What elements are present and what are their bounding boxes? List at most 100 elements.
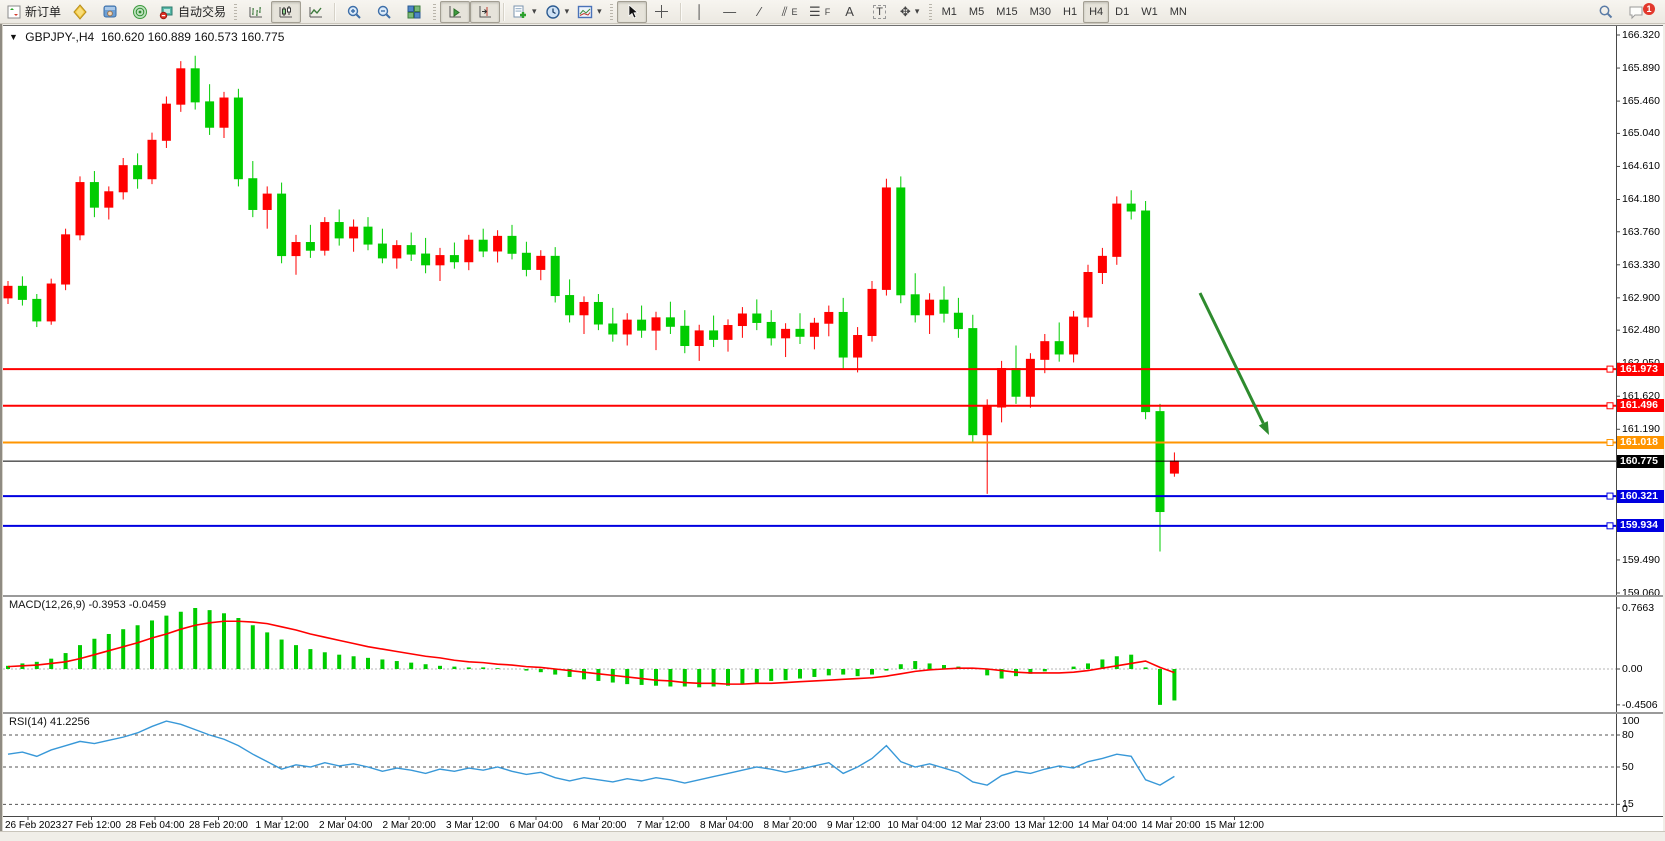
timeframe-m30[interactable]: M30: [1029, 5, 1051, 18]
vertical-line-tool-button[interactable]: │: [685, 1, 715, 23]
candle-body: [277, 193, 287, 257]
timeframe-w1[interactable]: W1: [1141, 5, 1158, 18]
text-label-tool-button[interactable]: T: [865, 1, 895, 23]
time-axis-line[interactable]: [3, 816, 1663, 817]
candle-body: [579, 301, 589, 316]
new-order-button[interactable]: 新订单: [3, 1, 65, 23]
candle-body: [939, 299, 949, 314]
line-handle[interactable]: [1606, 402, 1614, 410]
candle-body: [449, 255, 459, 263]
candle-body: [550, 255, 560, 297]
candle-body: [824, 311, 834, 324]
chart-window[interactable]: ▼ GBPJPY-,H4 160.620 160.889 160.573 160…: [3, 25, 1664, 832]
candle-body: [3, 285, 13, 299]
chevron-down-icon: ▾: [532, 6, 537, 16]
crosshair-button[interactable]: [647, 1, 677, 23]
date-axis-label: 15 Mar 12:00: [1205, 820, 1264, 831]
rsi-axis-tick: 15: [1622, 798, 1634, 811]
candle-body: [291, 242, 301, 257]
candle-body: [925, 299, 935, 316]
timeframe-group: M1 M5 M15 M30 H1 H4 D1 W1 MN: [936, 0, 1193, 23]
price-axis-tick: 165.890: [1622, 62, 1660, 75]
date-axis-label: 28 Feb 04:00: [125, 820, 185, 831]
chat-button[interactable]: 1: [1621, 1, 1655, 23]
timeframe-m1[interactable]: M1: [941, 5, 957, 18]
text-tool-button[interactable]: A: [835, 1, 865, 23]
cursor-button[interactable]: [616, 0, 647, 23]
new-order-icon: [7, 5, 21, 18]
down-arrow-annotation[interactable]: [1198, 292, 1265, 424]
horizontal-line-tool-button[interactable]: —: [715, 1, 745, 23]
candle-body: [737, 313, 747, 327]
candle-body: [1040, 341, 1050, 360]
tile-windows-button[interactable]: [399, 1, 429, 23]
candle-body: [651, 317, 661, 331]
price-line-label[interactable]: 159.934: [1617, 519, 1664, 533]
periods-button[interactable]: ▾: [541, 1, 574, 23]
timeframe-m15[interactable]: M15: [996, 5, 1018, 18]
signals-button[interactable]: [125, 1, 155, 23]
price-axis-tick: 159.490: [1622, 553, 1660, 566]
price-axis-line[interactable]: [1616, 26, 1617, 817]
line-handle[interactable]: [1606, 492, 1614, 500]
market-watch-button[interactable]: [65, 1, 95, 23]
price-line-label[interactable]: 161.496: [1617, 399, 1664, 413]
macd-indicator-label: MACD(12,26,9) -0.3953 -0.0459: [9, 599, 167, 611]
timeframe-d1[interactable]: D1: [1115, 5, 1130, 18]
channel-tool-button[interactable]: ⫽ E: [775, 1, 805, 23]
candle-body: [421, 253, 431, 266]
line-handle[interactable]: [1606, 365, 1614, 373]
trendline-tool-button[interactable]: ∕: [745, 1, 775, 23]
date-axis-label: 26 Feb 2023: [5, 820, 62, 831]
line-chart-button[interactable]: [301, 1, 331, 23]
candle-body: [1011, 368, 1021, 397]
date-axis-label: 27 Feb 12:00: [62, 820, 121, 831]
rsi-axis-tick: 100: [1622, 715, 1640, 727]
price-axis-tick: 166.320: [1622, 29, 1660, 41]
price-axis-tick: 163.760: [1622, 225, 1660, 238]
chart-shift-button[interactable]: [470, 0, 501, 23]
vertical-line-icon: │: [695, 4, 704, 19]
candlestick-chart-button[interactable]: [271, 0, 302, 23]
arrows-tool-button[interactable]: ✥ ▾: [895, 1, 925, 23]
timeframe-h4[interactable]: H4: [1083, 0, 1110, 23]
date-axis-label: 9 Mar 12:00: [827, 820, 881, 831]
text-label-icon: T: [873, 4, 886, 19]
candle-body: [665, 317, 675, 327]
new-chart-button[interactable]: ▾: [508, 1, 541, 23]
macd-axis-tick: -0.4506: [1622, 698, 1658, 711]
bar-chart-button[interactable]: [241, 1, 271, 23]
zoom-in-button[interactable]: [339, 1, 369, 23]
clock-icon: [545, 4, 560, 19]
auto-trading-button[interactable]: 自动交易: [155, 1, 230, 23]
crosshair-icon: [655, 5, 669, 18]
search-button[interactable]: [1591, 1, 1621, 23]
chart-canvas[interactable]: [3, 26, 1663, 832]
line-handle[interactable]: [1606, 522, 1614, 530]
timeframe-h1[interactable]: H1: [1063, 5, 1078, 18]
timeframe-m5[interactable]: M5: [968, 5, 985, 18]
panel-splitter-rsi[interactable]: [3, 712, 1663, 714]
auto-scroll-button[interactable]: [440, 0, 471, 23]
collapse-arrow-icon[interactable]: ▼: [9, 32, 18, 42]
price-line-label[interactable]: 161.018: [1617, 436, 1664, 449]
price-line-label[interactable]: 161.973: [1617, 362, 1664, 376]
fibonacci-tool-button[interactable]: ☰ F: [805, 1, 835, 23]
date-axis-label: 14 Mar 20:00: [1141, 820, 1201, 831]
down-arrow-head[interactable]: [1258, 421, 1269, 435]
rsi-axis-tick: 80: [1622, 728, 1634, 741]
panel-splitter-macd[interactable]: [3, 595, 1663, 597]
candle-body: [75, 182, 85, 236]
date-axis-label: 12 Mar 23:00: [951, 820, 1010, 831]
templates-button[interactable]: ▾: [573, 1, 606, 23]
chart-shift-icon: [479, 5, 492, 17]
line-handle[interactable]: [1606, 439, 1614, 447]
zoom-out-button[interactable]: [369, 1, 399, 23]
candle-body: [1126, 203, 1136, 212]
navigator-button[interactable]: [95, 1, 125, 23]
candle-body: [32, 298, 42, 322]
timeframe-mn[interactable]: MN: [1169, 5, 1187, 18]
price-line-label[interactable]: 160.321: [1617, 489, 1664, 503]
signals-icon: [133, 4, 148, 19]
date-axis-label: 10 Mar 04:00: [887, 820, 947, 831]
